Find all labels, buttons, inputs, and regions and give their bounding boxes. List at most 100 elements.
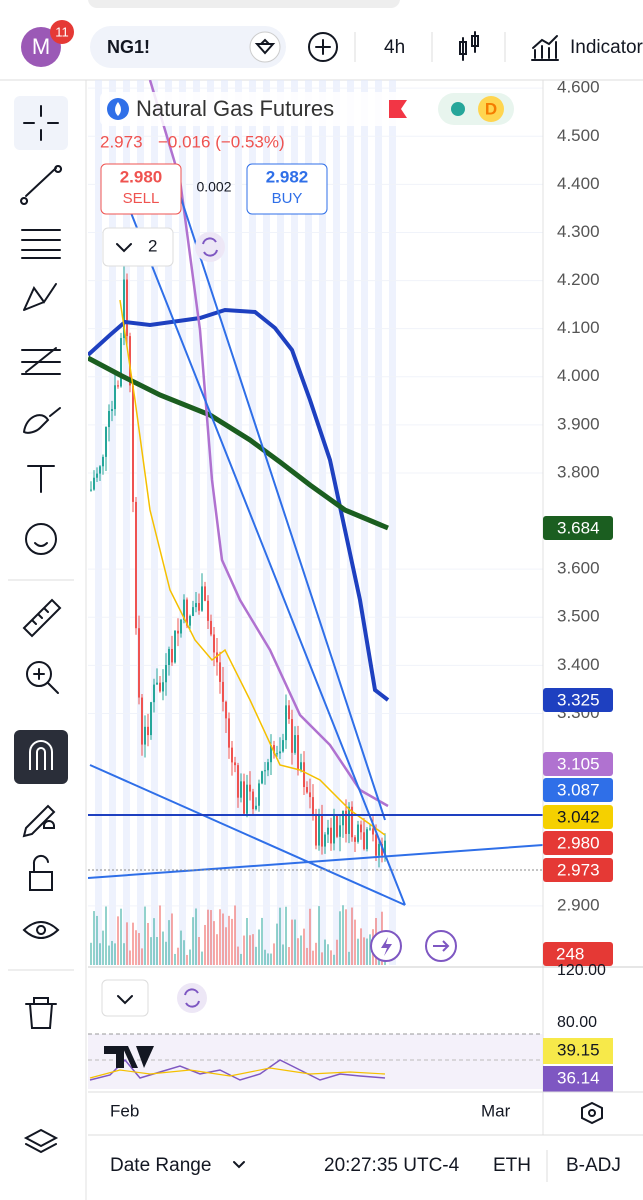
volume-bar — [366, 938, 368, 965]
candle — [123, 279, 125, 339]
tool-delete[interactable] — [25, 997, 57, 1029]
candle — [189, 615, 191, 626]
refresh-button[interactable] — [195, 232, 225, 262]
volume-bar — [210, 910, 212, 965]
price-tag — [543, 778, 613, 802]
osc-tag-label: 36.14 — [557, 1068, 600, 1087]
candle — [150, 702, 152, 736]
candle — [369, 828, 371, 830]
flag[interactable] — [389, 100, 407, 118]
volume-bar — [105, 906, 107, 965]
settings-button[interactable] — [581, 1101, 603, 1125]
oscillator-pane: 120.00 80.00 39.15 36.14 — [88, 962, 613, 1092]
candle — [231, 747, 233, 763]
candle — [303, 762, 305, 788]
volume-bar — [357, 938, 359, 965]
indicators-icon[interactable] — [531, 35, 559, 61]
volume-bar — [180, 930, 182, 965]
tool-projection[interactable] — [21, 347, 61, 375]
refresh-icon — [184, 988, 200, 1008]
ma-green — [88, 355, 389, 531]
indicators-toggle[interactable] — [102, 227, 174, 267]
candle — [168, 648, 170, 666]
plus — [315, 39, 331, 55]
candle — [228, 718, 230, 748]
candle — [165, 665, 167, 683]
candle — [111, 409, 113, 411]
pane-toggle[interactable] — [101, 979, 149, 1017]
candle — [162, 682, 164, 692]
volume-bar — [222, 913, 224, 965]
volume-bar — [171, 913, 173, 965]
tool-active-bg — [14, 96, 68, 150]
volume-bar — [240, 953, 242, 965]
add-button[interactable] — [308, 32, 338, 62]
session[interactable]: ETH — [493, 1155, 531, 1176]
candle — [234, 762, 236, 766]
candle — [96, 473, 98, 478]
candle — [120, 338, 122, 387]
volume-bar — [96, 915, 98, 965]
sell-button[interactable] — [100, 163, 182, 215]
volume-bar — [258, 929, 260, 965]
candle — [330, 827, 332, 844]
chevron — [116, 243, 132, 253]
candle — [300, 762, 302, 771]
legend: Natural Gas Futures D 2.973 −0.016 (−0.5… — [100, 92, 518, 962]
adjustment[interactable]: B-ADJ — [566, 1155, 621, 1176]
chart-type[interactable] — [459, 31, 479, 61]
tool-visibility[interactable] — [22, 921, 60, 939]
diamond-icon — [254, 38, 276, 55]
volume-bar — [120, 908, 122, 965]
session-stripe — [347, 80, 354, 965]
avatar[interactable] — [21, 27, 61, 67]
tool-ruler[interactable] — [22, 598, 62, 638]
session-stripe — [305, 80, 312, 965]
volume-bar — [93, 911, 95, 965]
candle — [288, 705, 290, 720]
tool-fib[interactable] — [21, 229, 61, 259]
tool-cross[interactable] — [23, 105, 59, 141]
volume-bar — [159, 905, 161, 965]
indicators[interactable]: Indicators — [570, 37, 643, 58]
refresh-button[interactable] — [177, 983, 207, 1013]
tool-emoji[interactable] — [25, 523, 57, 555]
volume-bar — [333, 954, 335, 965]
magnet-bg[interactable] — [14, 730, 68, 784]
delay-badge — [478, 96, 504, 122]
tool-text[interactable] — [27, 465, 55, 493]
clock[interactable]: 20:27:35 UTC-4 — [324, 1155, 460, 1176]
symbol-search[interactable] — [249, 31, 281, 63]
price-tag — [543, 752, 613, 776]
candle — [129, 336, 131, 386]
tool-layers[interactable] — [23, 1128, 59, 1154]
price-tag-label: 3.087 — [557, 780, 600, 799]
candle — [177, 630, 179, 634]
session-stripe — [263, 80, 270, 965]
toolbar — [8, 96, 74, 1154]
candle — [318, 814, 320, 846]
candle — [135, 501, 137, 629]
tool-zoom[interactable] — [26, 661, 52, 687]
tool-line[interactable] — [20, 165, 63, 205]
tool-brush[interactable] — [23, 407, 61, 434]
price-tag-label: 3.042 — [557, 807, 600, 826]
buy-button[interactable] — [246, 163, 328, 215]
date-range[interactable]: Date Range — [110, 1155, 211, 1176]
osc-tick: 80.00 — [557, 1014, 597, 1031]
symbol-box[interactable] — [90, 26, 286, 68]
volume — [90, 905, 386, 965]
time-label: Mar — [481, 1101, 511, 1120]
candle — [312, 797, 314, 814]
volume-bar — [231, 918, 233, 965]
candle — [198, 603, 200, 611]
interval[interactable]: 4h — [384, 37, 405, 58]
volume-bar — [147, 922, 149, 965]
tool-lock-draw[interactable] — [22, 804, 56, 838]
tool-pattern[interactable] — [23, 283, 57, 311]
candle — [348, 806, 350, 834]
candle — [225, 701, 227, 719]
volume-tag-label: 248 — [556, 944, 584, 963]
sell-price: 2.980 — [120, 167, 163, 186]
tool-unlock[interactable] — [29, 854, 53, 891]
